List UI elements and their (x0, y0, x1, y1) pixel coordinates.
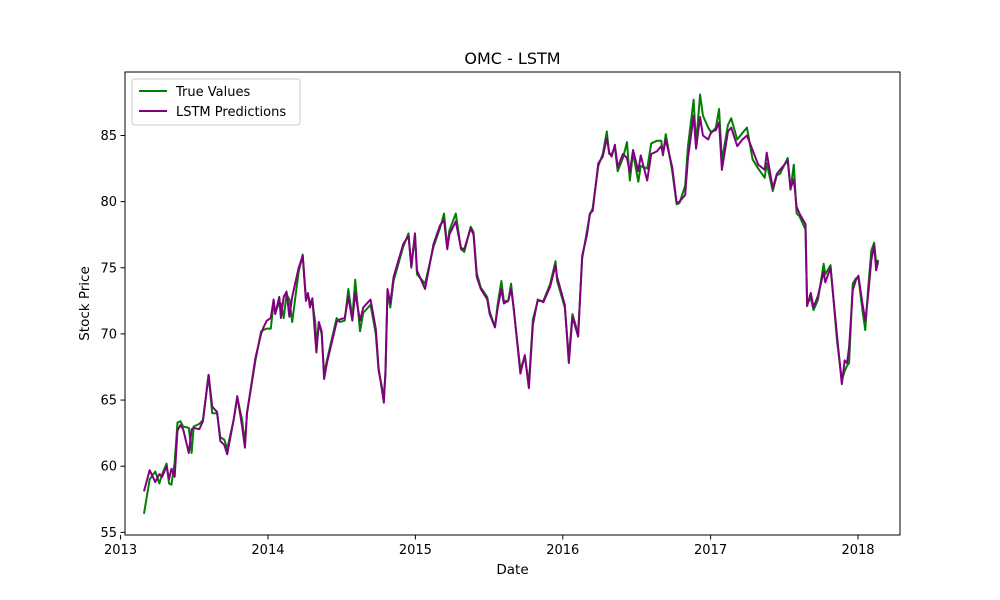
plot-area (124, 71, 901, 536)
x-axis-label: Date (496, 562, 528, 578)
legend: True Values LSTM Predictions (131, 78, 301, 126)
y-tick-label: 70 (100, 327, 117, 342)
x-axis: 2013 2014 2015 2016 2017 2018 (104, 535, 875, 558)
y-tick-label: 85 (100, 129, 117, 144)
y-tick-label: 55 (100, 526, 117, 541)
x-tick-label: 2015 (399, 543, 432, 558)
x-tick-label: 2014 (251, 543, 284, 558)
series-line-lstm-predictions (143, 114, 880, 492)
chart-title: OMC - LSTM (464, 49, 560, 68)
x-tick-label: 2013 (104, 543, 137, 558)
y-axis: 55 60 65 70 75 80 85 (100, 129, 125, 541)
y-tick-label: 75 (100, 261, 117, 276)
x-tick-label: 2018 (841, 543, 874, 558)
y-tick-label: 80 (100, 195, 117, 210)
y-axis-label: Stock Price (77, 266, 93, 341)
x-tick-label: 2017 (694, 543, 727, 558)
y-tick-label: 65 (100, 394, 117, 409)
legend-label-true-values: True Values (175, 85, 250, 100)
series-layer (142, 93, 880, 514)
x-tick-label: 2016 (546, 543, 579, 558)
y-tick-label: 60 (100, 460, 117, 475)
plot-frame (124, 71, 901, 536)
legend-box (131, 78, 301, 126)
legend-label-lstm-predictions: LSTM Predictions (176, 105, 286, 120)
